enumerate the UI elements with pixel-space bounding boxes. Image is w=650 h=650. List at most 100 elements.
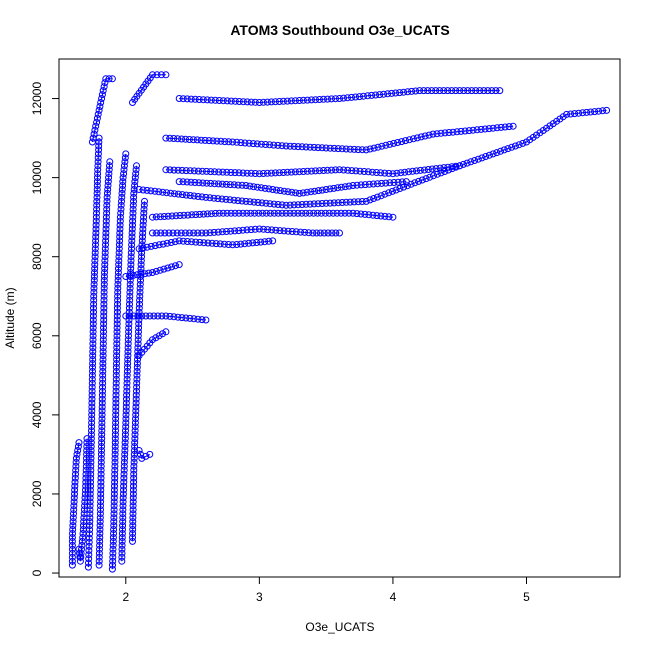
data-point [153, 71, 161, 79]
data-point [85, 538, 93, 546]
data-point [120, 478, 128, 486]
data-point [239, 98, 247, 106]
data-point [166, 312, 174, 320]
data-point [150, 312, 158, 320]
data-point [294, 201, 302, 209]
data-point [273, 186, 280, 194]
data-point [134, 336, 142, 344]
data-point [149, 229, 156, 237]
data-point [575, 109, 583, 117]
data-point [310, 209, 318, 217]
data-point [230, 181, 238, 189]
data-point [126, 292, 134, 300]
data-point [95, 549, 103, 557]
data-point [362, 197, 370, 205]
data-point [86, 486, 94, 494]
data-point [129, 494, 137, 502]
data-point [97, 99, 105, 106]
data-point [130, 186, 138, 193]
data-point [187, 178, 195, 186]
data-point [139, 225, 147, 233]
data-point [88, 395, 96, 403]
data-point [79, 534, 87, 541]
data-point [136, 300, 143, 308]
data-point [129, 537, 136, 545]
data-point [132, 415, 139, 423]
data-point [496, 87, 504, 95]
data-point [330, 144, 338, 152]
data-point [94, 170, 102, 178]
series-line [139, 240, 273, 250]
data-point [92, 217, 100, 225]
data-point [153, 229, 161, 237]
data-point [139, 229, 147, 237]
data-point [211, 168, 219, 176]
data-point [129, 271, 137, 279]
data-point [105, 166, 113, 174]
data-point [126, 284, 134, 292]
data-point [485, 125, 493, 133]
data-point [118, 557, 126, 565]
data-point [388, 187, 396, 195]
data-point [210, 194, 218, 202]
data-point [356, 93, 363, 101]
data-point [127, 249, 135, 257]
data-point [313, 229, 321, 237]
data-point [115, 249, 123, 257]
data-point [102, 213, 110, 221]
data-point [69, 522, 77, 530]
data-point [464, 87, 472, 95]
data-point [295, 97, 303, 104]
data-point [97, 486, 105, 494]
data-point [160, 265, 168, 273]
data-point [110, 502, 118, 510]
data-point [142, 312, 150, 320]
data-point [140, 209, 148, 217]
data-point [109, 549, 117, 557]
data-point [103, 189, 111, 197]
data-point [196, 238, 204, 246]
data-point [102, 229, 110, 237]
data-point [100, 284, 108, 292]
data-point [118, 537, 126, 545]
data-point [89, 320, 97, 328]
data-point [102, 217, 110, 225]
data-point [318, 186, 326, 194]
data-point [131, 439, 139, 447]
data-point [238, 197, 246, 205]
series-line [138, 331, 167, 356]
data-point [259, 98, 267, 106]
data-point [245, 139, 253, 147]
data-point [292, 228, 300, 236]
data-point [90, 130, 98, 138]
data-point [250, 183, 258, 191]
data-point [519, 139, 527, 147]
data-point [349, 182, 357, 189]
data-point [247, 98, 255, 106]
data-point [111, 462, 119, 470]
data-point [103, 205, 111, 213]
data-point [118, 189, 126, 197]
data-point [129, 518, 137, 526]
data-point [366, 196, 374, 204]
data-point [119, 514, 127, 522]
data-point [135, 186, 143, 193]
data-point [83, 435, 91, 443]
data-point [368, 168, 376, 176]
data-point [262, 141, 269, 148]
data-point [69, 514, 77, 522]
data-point [433, 170, 441, 178]
data-point [192, 211, 200, 219]
data-point [398, 138, 406, 146]
data-point [89, 312, 97, 320]
data-point [474, 155, 482, 163]
data-point [312, 167, 319, 175]
data-point [263, 98, 271, 106]
data-point [88, 379, 96, 387]
data-point [129, 506, 137, 514]
y-axis-label: Altitude (m) [3, 287, 17, 348]
data-point [111, 447, 119, 454]
data-point [102, 221, 110, 229]
data-point [92, 225, 100, 233]
data-point [69, 526, 77, 533]
